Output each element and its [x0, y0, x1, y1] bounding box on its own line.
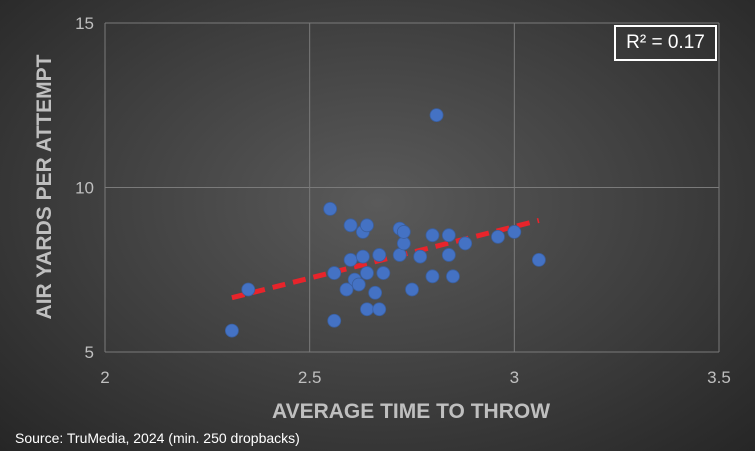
- data-point: [360, 218, 374, 233]
- points-group: [224, 108, 546, 338]
- trendline-group: [231, 217, 540, 301]
- data-point: [446, 269, 460, 284]
- data-point: [491, 229, 505, 244]
- y-tick-label: 15: [75, 14, 94, 33]
- data-point: [413, 249, 428, 264]
- data-point: [425, 269, 440, 284]
- data-point: [323, 201, 338, 216]
- data-point: [327, 313, 342, 328]
- data-point: [441, 248, 456, 262]
- data-point: [241, 282, 256, 297]
- y-tick-labels: 5 10 15: [75, 14, 94, 362]
- x-tick-label: 3: [510, 368, 519, 387]
- data-point: [405, 282, 419, 297]
- data-point: [372, 248, 387, 262]
- data-point: [372, 302, 387, 317]
- y-tick-label: 10: [75, 179, 94, 198]
- data-point: [531, 252, 546, 267]
- x-tick-labels: 2 2.5 3 3.5: [100, 368, 731, 387]
- data-point: [224, 323, 239, 338]
- x-axis-title: AVERAGE TIME TO THROW: [272, 400, 550, 423]
- data-point: [396, 225, 411, 239]
- data-point: [343, 252, 358, 267]
- data-point: [355, 249, 370, 264]
- data-point: [339, 282, 354, 297]
- y-axis-title: AIR YARDS PER ATTEMPT: [33, 54, 56, 319]
- data-point: [429, 108, 444, 123]
- grid: [104, 22, 720, 353]
- data-point: [441, 228, 456, 243]
- data-point: [507, 225, 522, 239]
- x-tick-label: 2.5: [298, 368, 322, 387]
- data-point: [376, 266, 391, 280]
- x-tick-label: 3.5: [707, 368, 731, 387]
- data-point: [425, 228, 440, 243]
- data-point: [458, 236, 473, 251]
- data-point: [360, 302, 374, 317]
- data-point: [327, 266, 342, 280]
- data-point: [368, 285, 383, 300]
- source-note: Source: TruMedia, 2024 (min. 250 dropbac…: [15, 430, 300, 446]
- x-tick-label: 2: [100, 368, 109, 387]
- y-tick-label: 5: [85, 343, 94, 362]
- data-point: [343, 218, 358, 233]
- trendline: [231, 217, 540, 301]
- r-squared-annotation: R² = 0.17: [614, 25, 717, 61]
- data-point: [392, 248, 407, 262]
- data-point: [396, 236, 411, 251]
- data-point: [360, 266, 374, 280]
- data-point: [351, 277, 366, 292]
